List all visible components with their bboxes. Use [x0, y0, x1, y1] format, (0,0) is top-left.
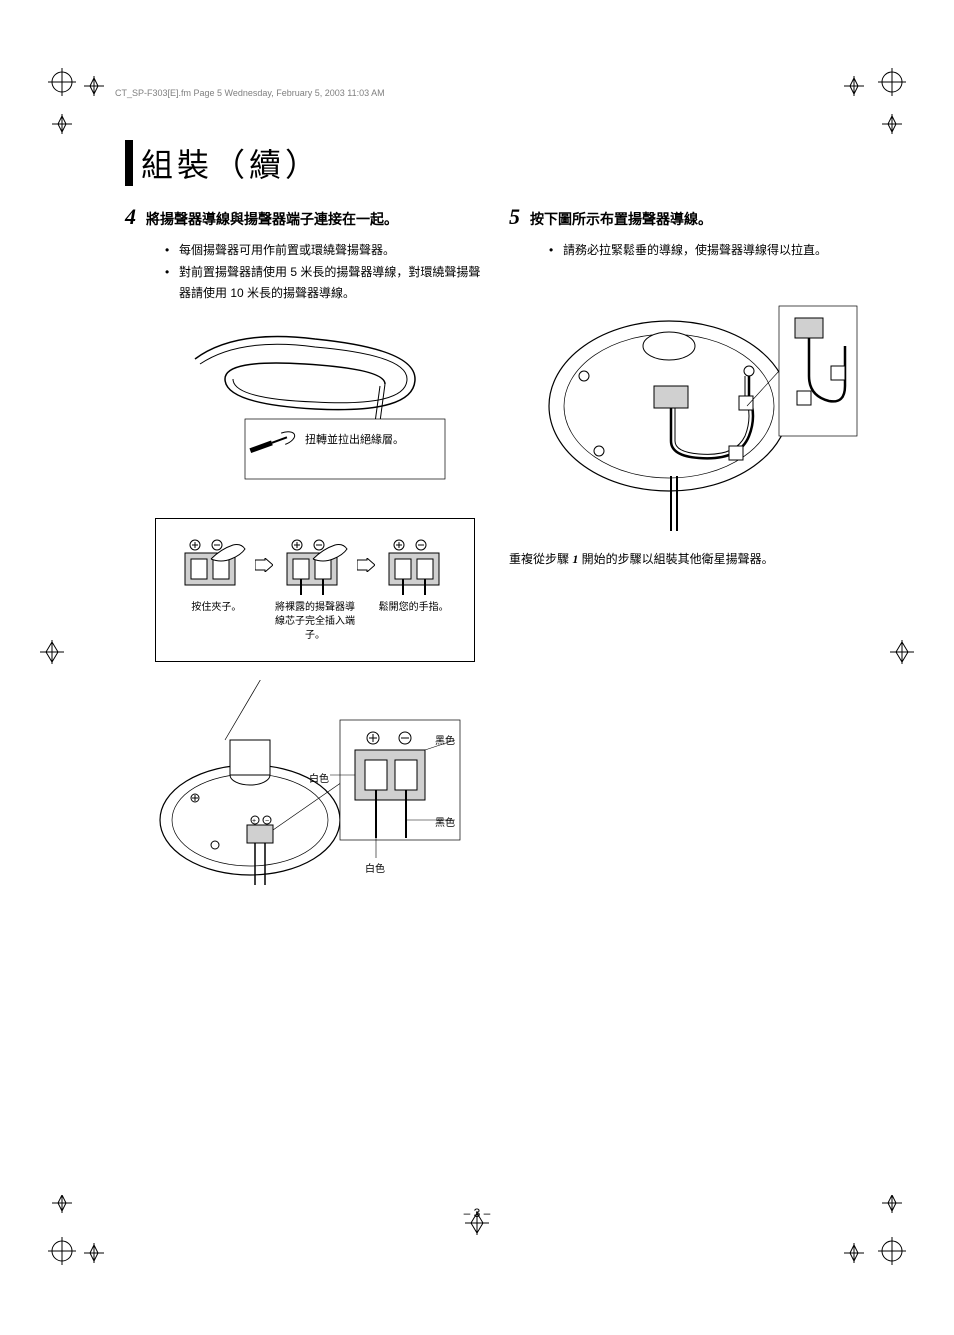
step4-bullets: 每個揚聲器可用作前置或環繞聲揚聲器。 對前置揚聲器請使用 5 米長的揚聲器導線，… [125, 240, 485, 305]
arrow-icon [357, 558, 375, 572]
color-label-white-2: 白色 [365, 860, 385, 875]
terminal-step-3-icon [381, 535, 453, 595]
step4-bullet-2: 對前置揚聲器請使用 5 米長的揚聲器導線，對環繞聲揚聲器請使用 10 米長的揚聲… [165, 262, 485, 305]
reg-mark-mr [890, 640, 914, 664]
columns: 4 將揚聲器導線與揚聲器端子連接在一起。 每個揚聲器可用作前置或環繞聲揚聲器。 … [125, 204, 869, 924]
color-label-black-1: 黑色 [435, 732, 455, 747]
reg-mark-tr [844, 60, 914, 140]
step4-header: 4 將揚聲器導線與揚聲器端子連接在一起。 [125, 204, 485, 230]
repeat-suffix: 開始的步驟以組裝其他衛星揚聲器。 [578, 552, 773, 566]
terminal-step-1-icon [177, 535, 249, 595]
reg-mark-tl [40, 60, 110, 140]
color-label-white-1: 白色 [309, 770, 329, 785]
figure-base-terminal: + − [155, 680, 485, 910]
step4-bullet-1: 每個揚聲器可用作前置或環繞聲揚聲器。 [165, 240, 485, 262]
manual-page: CT_SP-F303[E].fm Page 5 Wednesday, Febru… [0, 0, 954, 1335]
terminal-label-3: 鬆開您的手指。 [369, 601, 458, 643]
svg-text:−: − [265, 818, 269, 825]
step4-number: 4 [125, 204, 136, 230]
repeat-note: 重複從步驟 1 開始的步驟以組裝其他衛星揚聲器。 [509, 550, 869, 567]
svg-text:+: + [252, 818, 256, 825]
reg-mark-ml [40, 640, 64, 664]
step5-header: 5 按下圖所示布置揚聲器導線。 [509, 204, 869, 230]
strip-label: 扭轉並拉出絕緣層。 [305, 433, 425, 448]
left-column: 4 將揚聲器導線與揚聲器端子連接在一起。 每個揚聲器可用作前置或環繞聲揚聲器。 … [125, 204, 485, 924]
terminal-label-1: 按住夾子。 [172, 601, 261, 643]
figure-terminal-steps: 按住夾子。 將裸露的揚聲器導線芯子完全插入端子。 鬆開您的手指。 [155, 518, 475, 662]
step5-bullets: 請務必拉緊鬆垂的導線，使揚聲器導線得以拉直。 [509, 240, 869, 262]
figure-cable-strip: 扭轉並拉出絕緣層。 [155, 319, 485, 504]
content-area: 組裝（續） 4 將揚聲器導線與揚聲器端子連接在一起。 每個揚聲器可用作前置或環繞… [125, 140, 869, 924]
page-meta: CT_SP-F303[E].fm Page 5 Wednesday, Febru… [115, 88, 385, 98]
step5-number: 5 [509, 204, 520, 230]
step5-bullet-1: 請務必拉緊鬆垂的導線，使揚聲器導線得以拉直。 [549, 240, 869, 262]
right-column: 5 按下圖所示布置揚聲器導線。 請務必拉緊鬆垂的導線，使揚聲器導線得以拉直。 [509, 204, 869, 924]
figure-cable-routing [539, 276, 869, 536]
section-title: 組裝（續） [125, 140, 869, 186]
terminal-label-2: 將裸露的揚聲器導線芯子完全插入端子。 [271, 601, 360, 643]
step4-title: 將揚聲器導線與揚聲器端子連接在一起。 [146, 209, 398, 229]
arrow-icon [255, 558, 273, 572]
repeat-prefix: 重複從步驟 [509, 552, 572, 566]
page-number: – 3 – [0, 1206, 954, 1220]
color-label-black-2: 黑色 [435, 814, 455, 829]
terminal-step-2-icon [279, 535, 351, 595]
step5-title: 按下圖所示布置揚聲器導線。 [530, 209, 712, 229]
